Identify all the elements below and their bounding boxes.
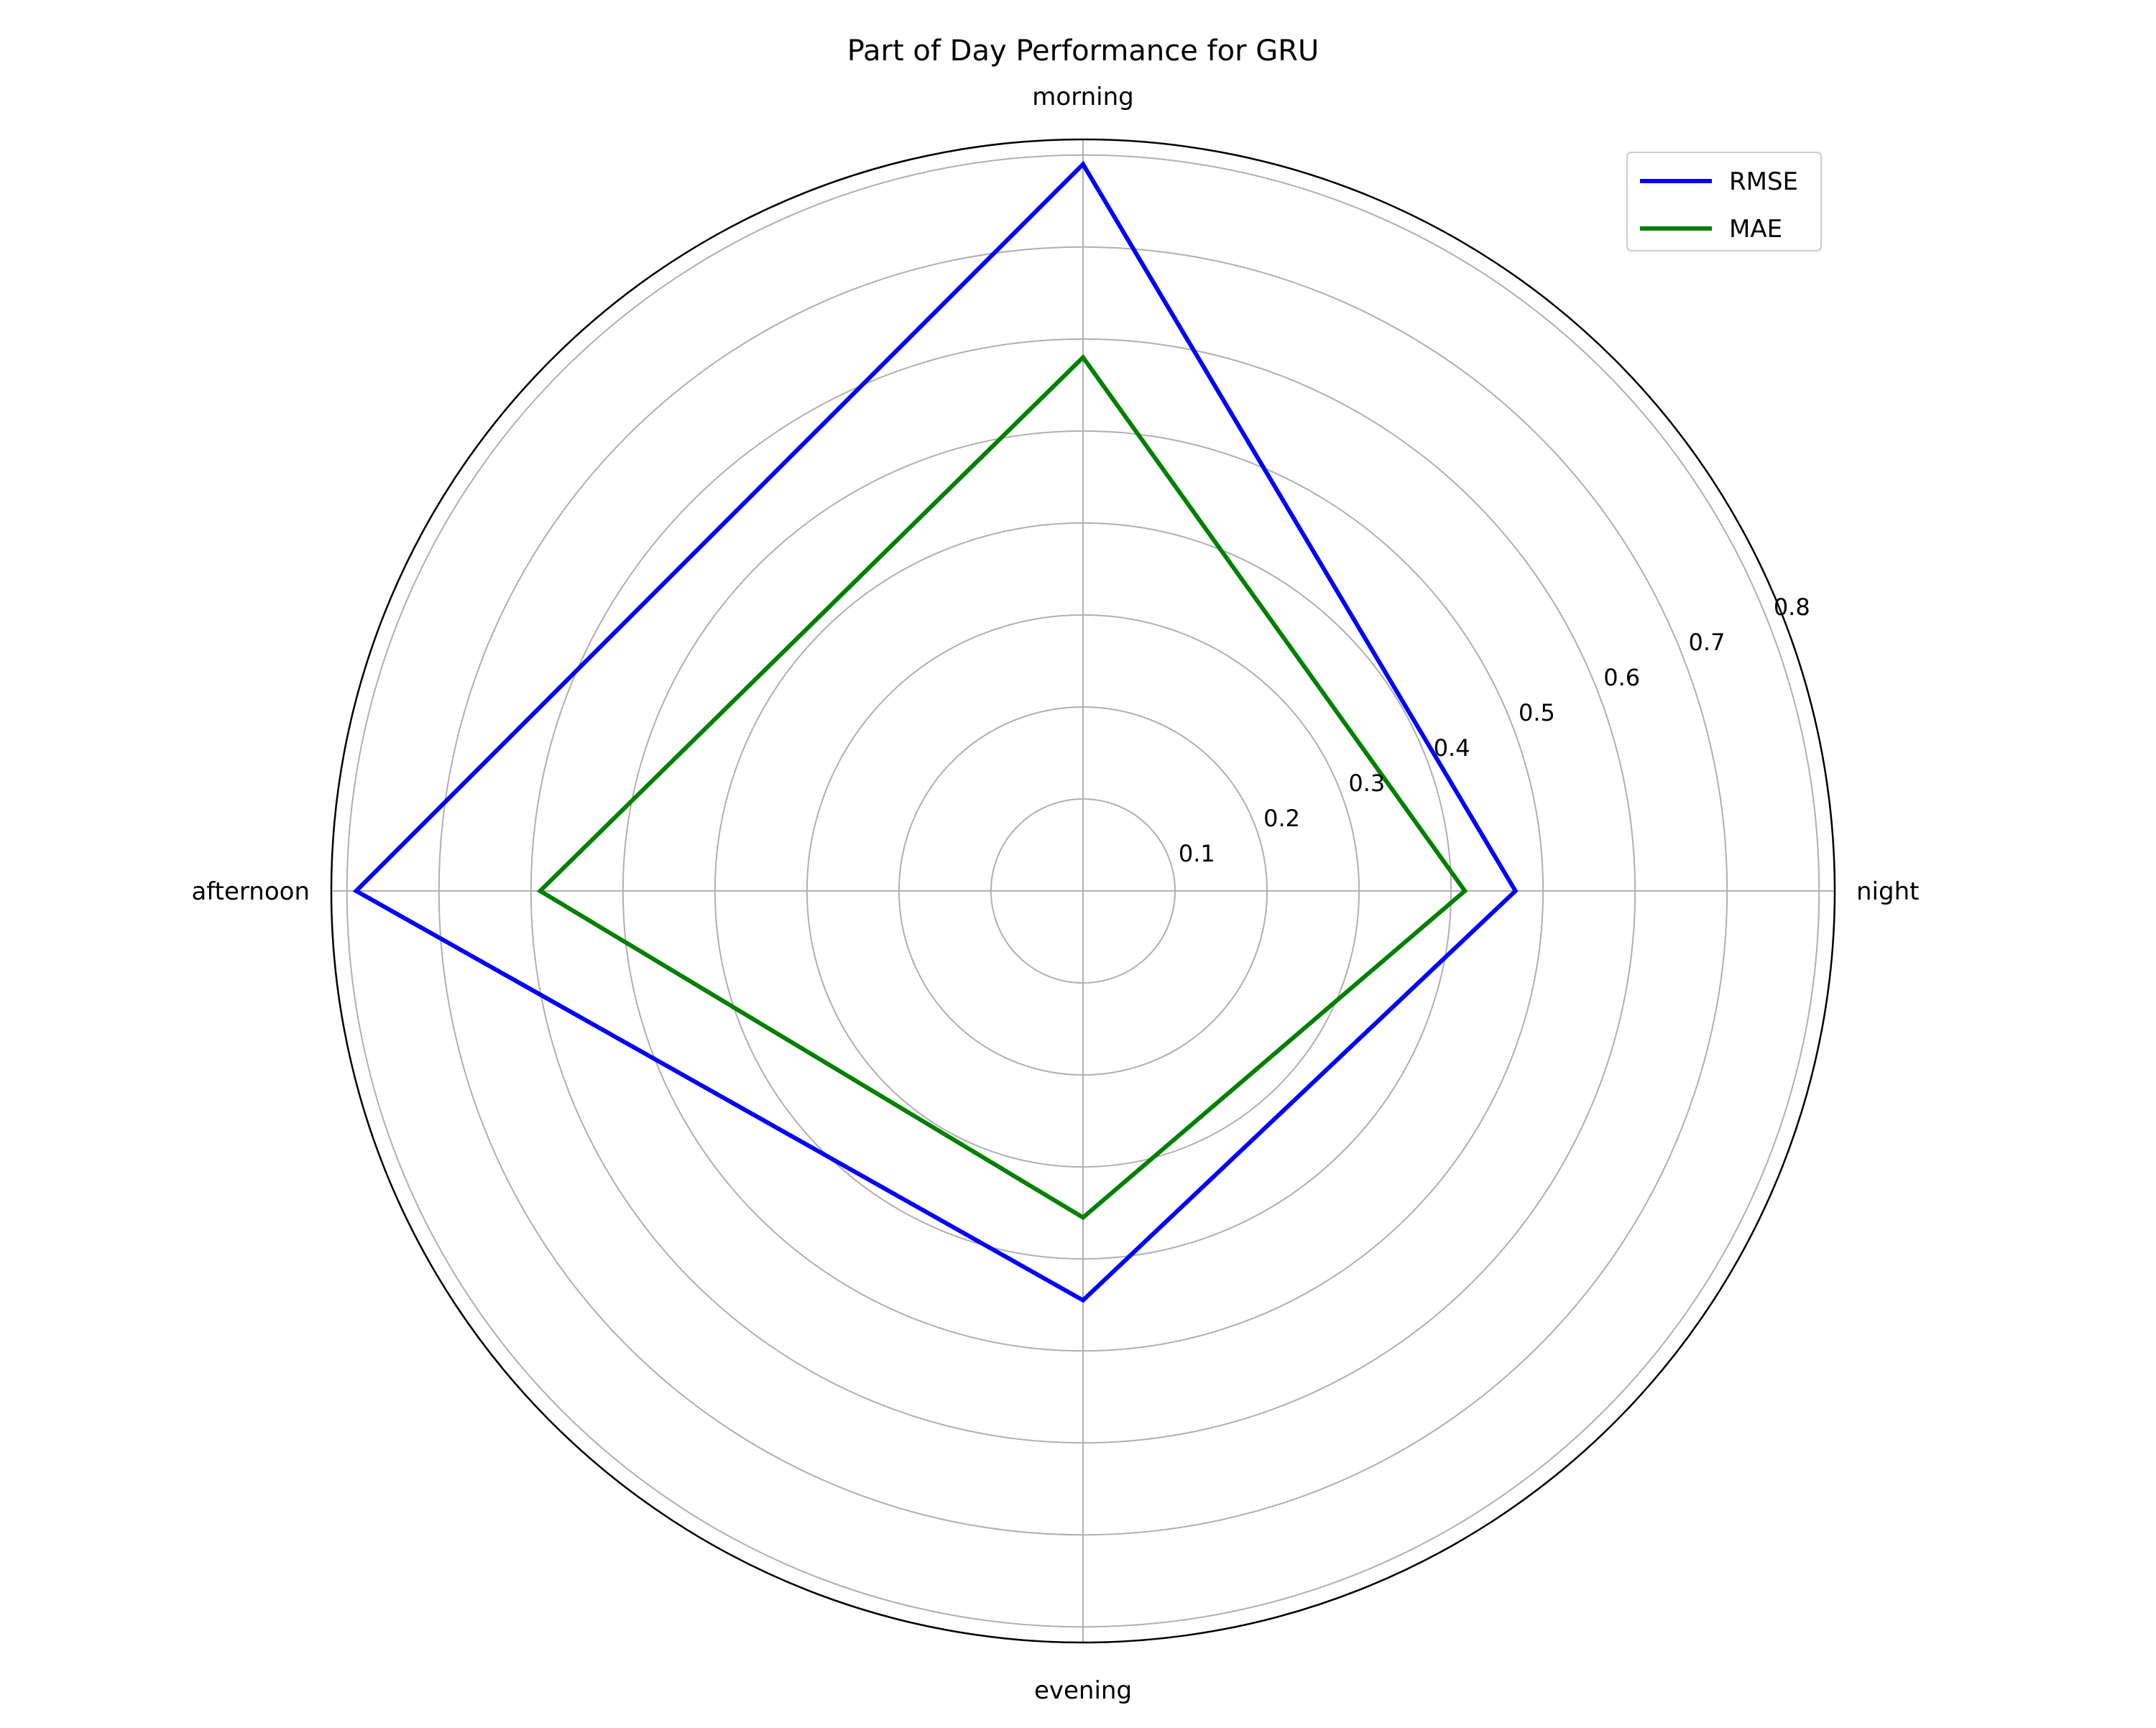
r-tick-label: 0.5 xyxy=(1519,699,1555,726)
series-line-rmse xyxy=(352,160,1519,1303)
r-tick-label: 0.3 xyxy=(1348,770,1385,797)
category-label-night: night xyxy=(1856,877,1919,906)
category-label-afternoon: afternoon xyxy=(191,877,310,906)
legend-box xyxy=(1626,152,1822,251)
polar-frame xyxy=(330,138,1836,1644)
legend: RMSE MAE xyxy=(1626,152,1822,251)
series-line-mae xyxy=(536,354,1468,1221)
legend-label-rmse: RMSE xyxy=(1729,167,1798,196)
r-tick-label: 0.4 xyxy=(1434,734,1470,762)
r-tick-label: 0.2 xyxy=(1263,805,1300,832)
category-label-morning: morning xyxy=(1032,83,1133,111)
label-layer: 0.1 0.2 0.3 0.4 0.5 0.6 0.7 0.8 night morning afte… xyxy=(191,83,1919,1705)
r-tick-label: 0.8 xyxy=(1774,593,1810,621)
chart-title: Part of Day Performance for GRU xyxy=(847,34,1319,68)
grid-layer xyxy=(330,138,1836,1644)
r-tick-label: 0.1 xyxy=(1179,840,1215,867)
r-tick-label: 0.7 xyxy=(1689,629,1726,656)
r-tick-label: 0.6 xyxy=(1603,664,1640,691)
category-label-evening: evening xyxy=(1034,1676,1132,1705)
legend-label-mae: MAE xyxy=(1729,215,1782,244)
series-layer xyxy=(352,160,1519,1303)
